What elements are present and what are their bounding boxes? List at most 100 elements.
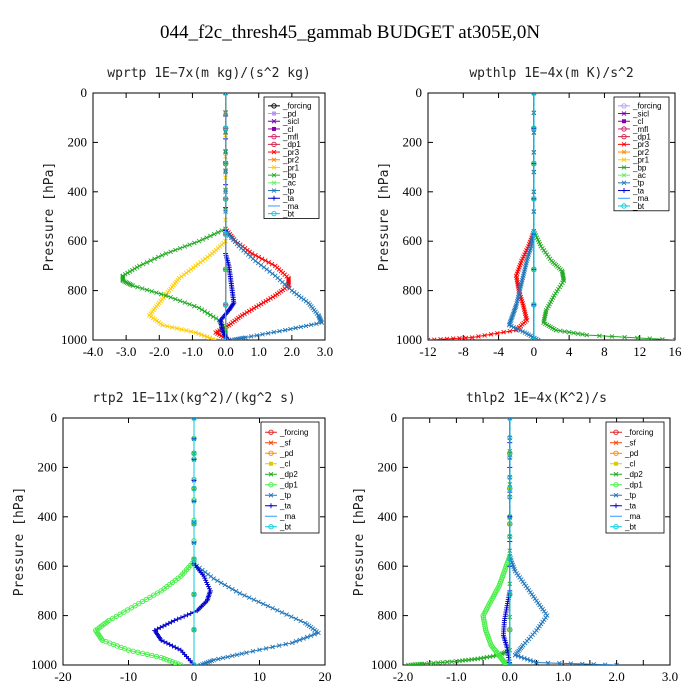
data-point xyxy=(193,330,199,335)
data-point xyxy=(562,329,568,334)
data-point xyxy=(125,270,130,276)
data-point xyxy=(153,653,160,660)
data-point xyxy=(472,656,478,662)
chart-panel-1: wprtp 1E−7x(m kg)/(s^2 kg) Pressure [hPa]… xyxy=(42,66,333,359)
series-line xyxy=(509,418,617,665)
data-point xyxy=(515,279,520,285)
data-point xyxy=(208,574,214,579)
x-tick-label: -12 xyxy=(419,344,436,359)
data-point xyxy=(609,334,615,339)
data-point xyxy=(271,141,277,148)
y-tick-label: 800 xyxy=(403,283,423,298)
data-point xyxy=(621,133,627,140)
data-point xyxy=(253,252,258,258)
x-tick-label: 8 xyxy=(601,344,608,359)
data-point xyxy=(261,300,266,305)
data-point xyxy=(236,243,242,249)
data-point xyxy=(508,318,513,324)
data-point xyxy=(163,251,169,256)
legend-label: _dp2 xyxy=(279,470,298,479)
data-point xyxy=(192,240,197,246)
series-dp2 xyxy=(406,418,513,665)
legend-label: _tp xyxy=(282,186,295,195)
data-point xyxy=(537,241,543,247)
legend-label: _pr2 xyxy=(632,148,650,157)
data-point xyxy=(271,157,277,163)
data-point xyxy=(303,298,309,304)
chart-panel-3: rtp2 1E−11x(kg^2)/(kg^2 s) Pressure [hPa]… xyxy=(12,391,332,684)
data-point xyxy=(514,277,520,283)
data-point xyxy=(169,324,175,330)
data-point xyxy=(507,662,513,665)
data-point xyxy=(312,631,318,637)
data-point xyxy=(457,335,462,340)
data-point xyxy=(263,258,268,263)
data-point xyxy=(566,329,572,335)
x-tick-label: 4 xyxy=(566,344,573,359)
data-point xyxy=(621,103,627,109)
data-point xyxy=(614,662,618,665)
data-point xyxy=(214,337,218,340)
data-point xyxy=(230,653,235,659)
x-tick-label: 0 xyxy=(531,344,538,359)
data-point xyxy=(249,307,254,312)
x-tick-label: 20 xyxy=(319,669,332,684)
legend-label: _dp1 xyxy=(632,132,651,141)
data-point xyxy=(283,641,289,647)
x-tick-label: 1.0 xyxy=(251,344,267,359)
legend-label: _ta xyxy=(282,194,295,203)
data-point xyxy=(204,334,210,340)
data-point xyxy=(476,334,481,339)
data-point xyxy=(275,275,280,281)
data-point xyxy=(216,656,221,662)
y-tick-label: 0 xyxy=(391,410,398,425)
data-point xyxy=(284,612,289,617)
data-point xyxy=(571,330,576,336)
data-point xyxy=(126,281,131,286)
legend: _forcing _sf_pd _cl_dp2 _dp1_tp _ta_ma _bt xyxy=(260,421,320,534)
legend-label: _pr3 xyxy=(282,148,300,157)
data-point xyxy=(135,649,141,655)
data-point xyxy=(182,244,188,249)
panel-title: wpthlp 1E−4x(m K)/s^2 xyxy=(469,66,633,81)
x-tick-label: 0.0 xyxy=(502,669,518,684)
data-point xyxy=(535,337,539,340)
data-point xyxy=(204,235,209,240)
data-point xyxy=(512,652,518,658)
data-point xyxy=(272,126,276,131)
x-tick-label: 2.0 xyxy=(284,344,300,359)
data-point xyxy=(615,662,619,665)
data-point xyxy=(287,286,292,291)
data-point xyxy=(279,610,285,615)
data-point xyxy=(237,591,243,596)
data-point xyxy=(515,327,521,332)
data-point xyxy=(239,651,245,657)
data-point xyxy=(271,133,277,140)
series-ta xyxy=(218,93,237,340)
data-point xyxy=(604,662,608,665)
data-point xyxy=(515,281,521,287)
data-point xyxy=(139,650,146,657)
data-point xyxy=(245,252,251,257)
data-point xyxy=(188,329,194,334)
data-point xyxy=(134,264,140,270)
data-point xyxy=(152,256,157,262)
data-point xyxy=(414,662,418,665)
data-point xyxy=(271,180,277,186)
data-point xyxy=(130,283,136,288)
data-point xyxy=(622,119,626,124)
y-tick-label: 0 xyxy=(81,85,88,100)
series-pr1 xyxy=(147,93,228,340)
data-point xyxy=(254,333,260,338)
legend-label: _ma xyxy=(632,194,649,203)
data-point xyxy=(271,210,277,217)
data-point xyxy=(191,556,197,562)
data-point xyxy=(520,300,525,306)
data-point xyxy=(531,337,537,340)
data-point xyxy=(230,237,236,243)
data-point xyxy=(298,324,304,330)
data-point xyxy=(268,440,274,446)
data-point xyxy=(159,252,165,258)
data-point xyxy=(167,658,173,664)
